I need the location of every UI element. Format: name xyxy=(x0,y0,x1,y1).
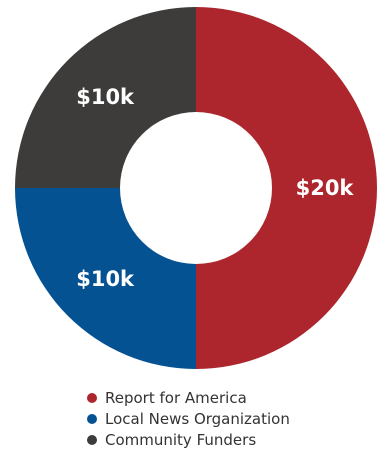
slice-local-news-organization xyxy=(15,188,196,369)
slice-report-for-america xyxy=(196,7,377,369)
legend-swatch xyxy=(87,392,97,403)
legend-swatch xyxy=(87,413,97,424)
legend-item-local-news-organization: Local News Organization xyxy=(87,408,290,429)
legend-item-community-funders: Community Funders xyxy=(87,429,290,450)
legend-label: Report for America xyxy=(105,388,247,407)
legend-swatch xyxy=(87,434,97,445)
donut-chart: $20k $10k $10k xyxy=(15,7,377,369)
data-label-community-funders: $10k xyxy=(76,85,135,109)
legend-label: Community Funders xyxy=(105,430,257,449)
slice-community-funders xyxy=(15,7,196,188)
data-label-report-for-america: $20k xyxy=(296,176,355,200)
data-label-local-news-organization: $10k xyxy=(76,267,135,291)
chart-legend: Report for America Local News Organizati… xyxy=(87,387,290,450)
legend-label: Local News Organization xyxy=(105,409,290,428)
legend-item-report-for-america: Report for America xyxy=(87,387,290,408)
